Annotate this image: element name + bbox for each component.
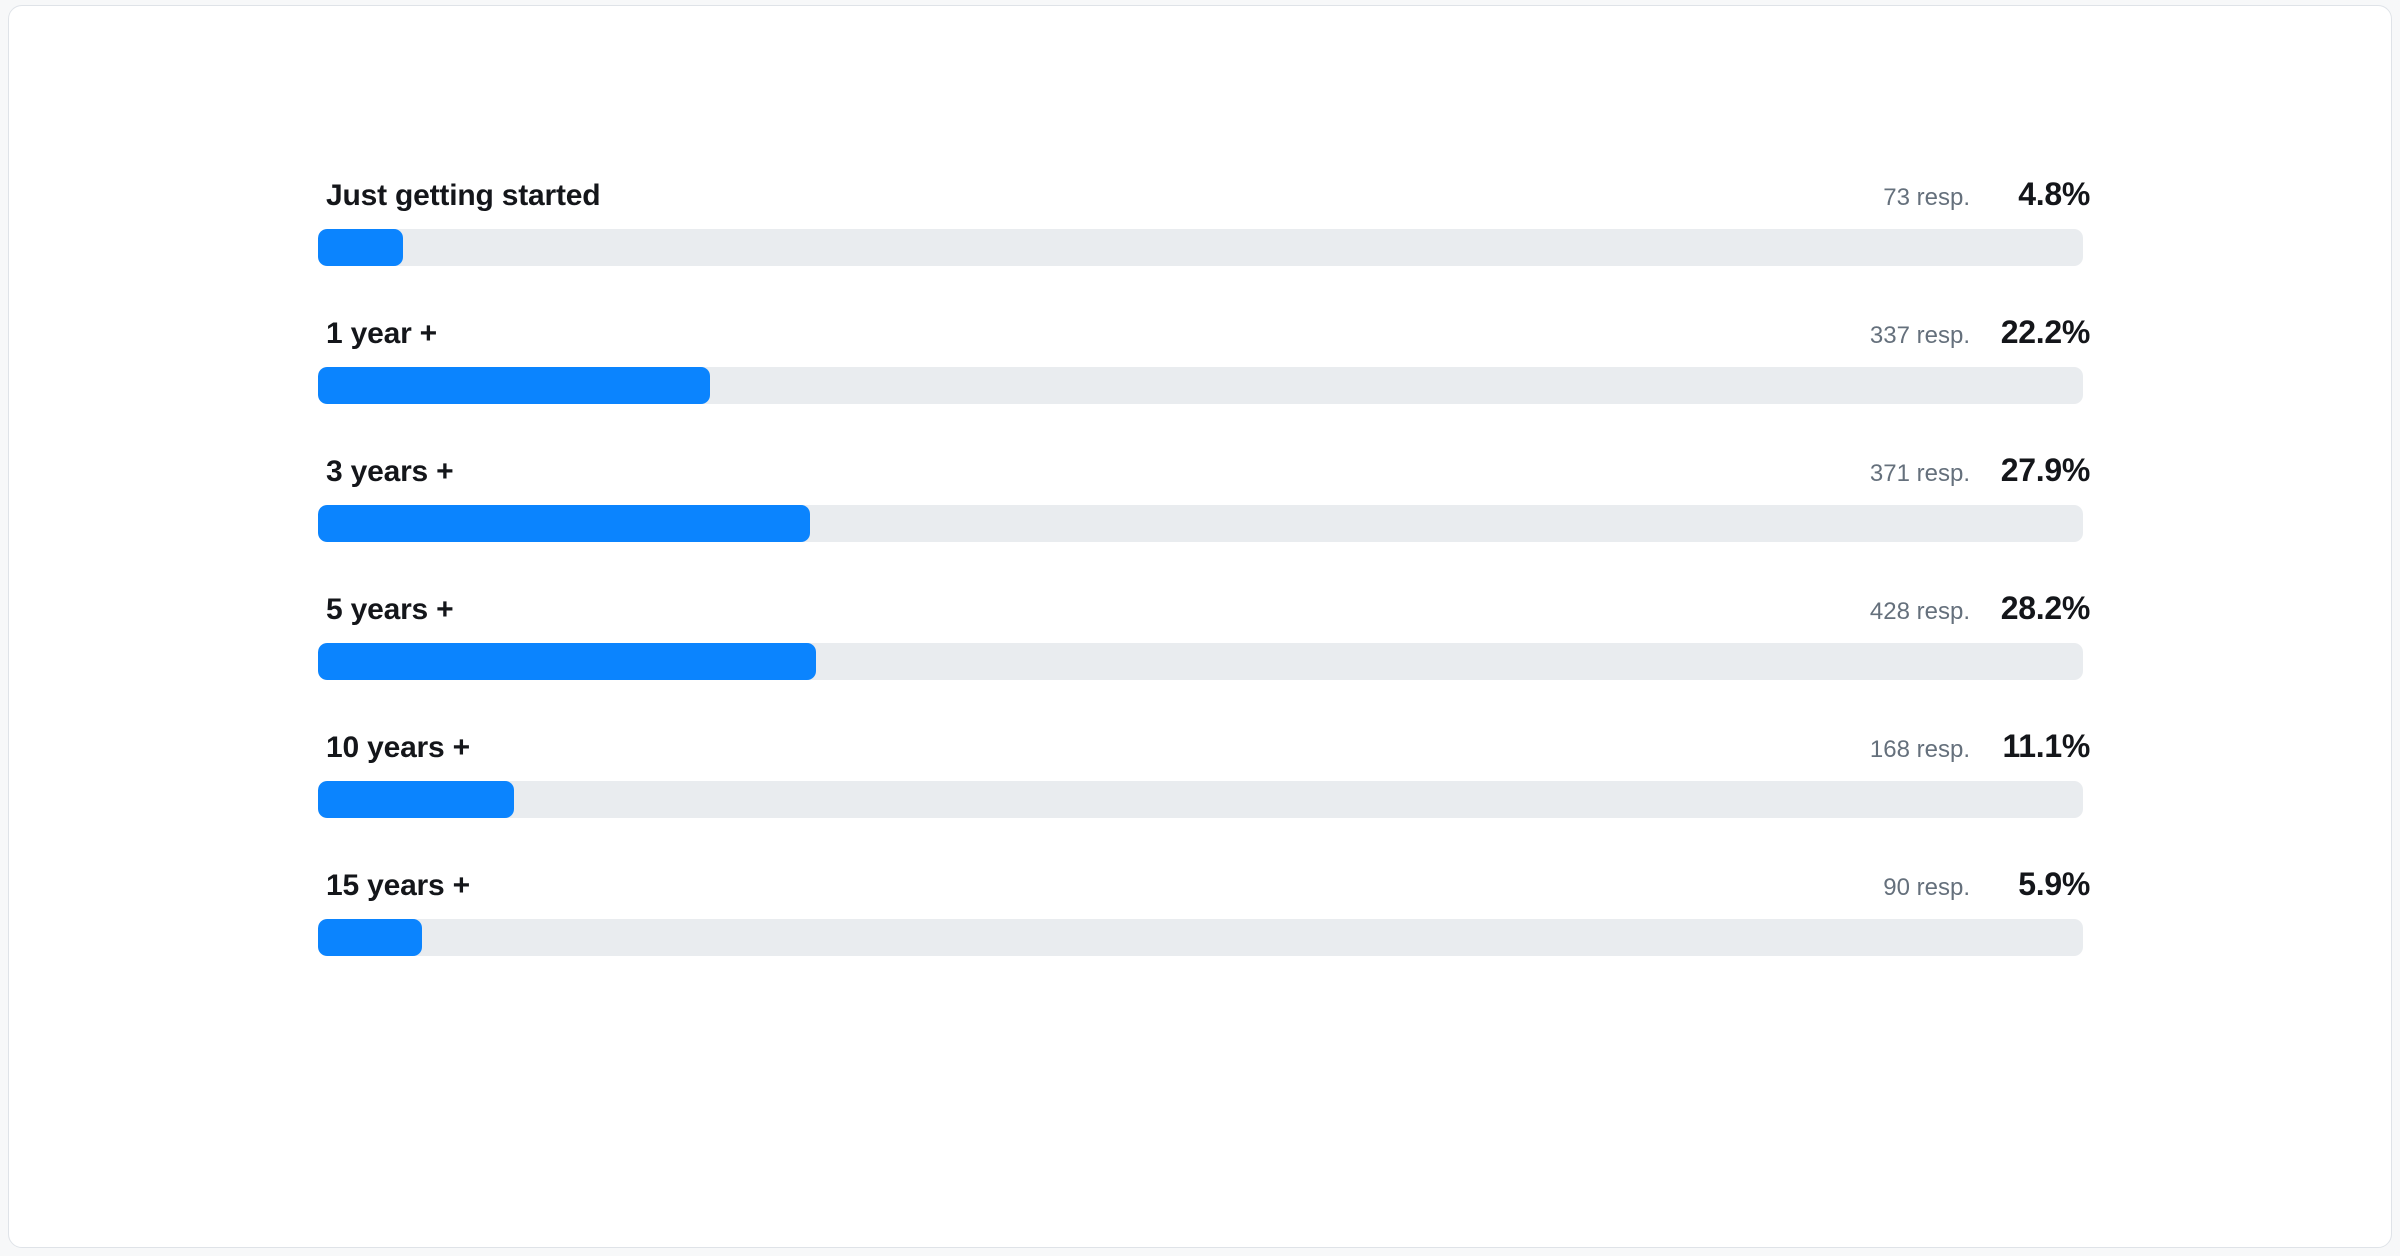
- poll-option-bar-fill: [318, 643, 816, 680]
- poll-option-header: 15 years + 90 resp. 5.9%: [318, 861, 2091, 907]
- poll-option-stats: 371 resp. 27.9%: [1870, 447, 2090, 497]
- poll-results-card: Just getting started 73 resp. 4.8% 1 yea…: [8, 5, 2392, 1248]
- poll-option-percentage: 27.9%: [2000, 452, 2091, 488]
- poll-option-bar-track: [318, 919, 2083, 956]
- poll-option-bar-fill: [318, 919, 423, 956]
- poll-option-header: 5 years + 428 resp. 28.2%: [318, 585, 2091, 631]
- poll-option-response-count: 371 resp.: [1869, 460, 1970, 487]
- poll-option-bar-track: [318, 643, 2083, 680]
- poll-option-row[interactable]: 5 years + 428 resp. 28.2%: [318, 585, 2091, 680]
- poll-option-response-count: 73 resp.: [1883, 184, 1970, 211]
- poll-option-stats: 168 resp. 11.1%: [1870, 723, 2090, 773]
- poll-option-label: 15 years +: [326, 869, 470, 902]
- poll-option-percentage: 11.1%: [2002, 728, 2091, 764]
- poll-option-response-count: 90 resp.: [1883, 874, 1970, 901]
- poll-option-stats: 337 resp. 22.2%: [1870, 309, 2090, 359]
- poll-option-header: 3 years + 371 resp. 27.9%: [318, 447, 2091, 493]
- poll-option-bar-track: [318, 505, 2083, 542]
- poll-option-response-count: 428 resp.: [1869, 598, 1970, 625]
- poll-option-bar-track: [318, 367, 2083, 404]
- poll-option-bar-fill: [318, 367, 710, 404]
- poll-option-row[interactable]: 15 years + 90 resp. 5.9%: [318, 861, 2091, 956]
- poll-option-percentage: 22.2%: [2000, 314, 2091, 350]
- poll-option-header: 1 year + 337 resp. 22.2%: [318, 309, 2091, 355]
- poll-option-bar-track: [318, 781, 2083, 818]
- poll-option-label: 1 year +: [326, 317, 438, 350]
- poll-option-header: 10 years + 168 resp. 11.1%: [318, 723, 2091, 769]
- poll-option-label: 3 years +: [326, 455, 454, 488]
- poll-option-label: Just getting started: [326, 179, 601, 212]
- poll-option-row[interactable]: 10 years + 168 resp. 11.1%: [318, 723, 2091, 818]
- poll-option-row[interactable]: Just getting started 73 resp. 4.8%: [318, 171, 2091, 266]
- poll-option-label: 10 years +: [326, 731, 470, 764]
- poll-option-percentage: 28.2%: [2000, 590, 2091, 626]
- poll-option-percentage: 4.8%: [2018, 176, 2090, 212]
- poll-option-row[interactable]: 1 year + 337 resp. 22.2%: [318, 309, 2091, 404]
- poll-option-bar-fill: [318, 781, 514, 818]
- poll-option-stats: 428 resp. 28.2%: [1870, 585, 2090, 635]
- poll-option-stats: 90 resp. 5.9%: [1883, 861, 2090, 911]
- poll-option-bar-track: [318, 229, 2083, 266]
- poll-option-stats: 73 resp. 4.8%: [1883, 171, 2090, 221]
- poll-option-response-count: 168 resp.: [1869, 736, 1970, 763]
- poll-option-header: Just getting started 73 resp. 4.8%: [318, 171, 2091, 217]
- poll-option-bar-fill: [318, 505, 811, 542]
- poll-option-label: 5 years +: [326, 593, 454, 626]
- poll-option-response-count: 337 resp.: [1869, 322, 1970, 349]
- poll-option-bar-fill: [318, 229, 403, 266]
- poll-results-list: Just getting started 73 resp. 4.8% 1 yea…: [318, 171, 2091, 956]
- poll-option-row[interactable]: 3 years + 371 resp. 27.9%: [318, 447, 2091, 542]
- poll-option-percentage: 5.9%: [2018, 866, 2090, 902]
